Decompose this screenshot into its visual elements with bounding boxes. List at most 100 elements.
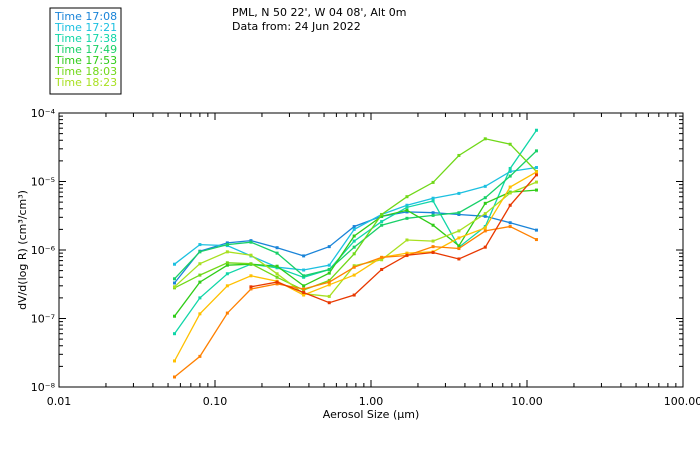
- data-point: [327, 263, 331, 267]
- data-point: [327, 280, 331, 284]
- data-point: [225, 284, 229, 288]
- data-point: [302, 293, 306, 297]
- data-point: [534, 180, 538, 184]
- data-point: [275, 275, 279, 279]
- data-point: [225, 243, 229, 247]
- data-point: [508, 203, 512, 207]
- data-point: [534, 149, 538, 153]
- data-point: [352, 265, 356, 269]
- y-tick-label: 10⁻⁵: [31, 176, 55, 189]
- data-point: [508, 166, 512, 170]
- data-point: [172, 277, 176, 281]
- data-point: [457, 236, 461, 240]
- data-point: [431, 211, 435, 215]
- series-9: [249, 173, 538, 305]
- data-point: [172, 281, 176, 285]
- x-axis-label: Aerosol Size (µm): [323, 408, 420, 421]
- y-tick-label: 10⁻⁷: [31, 313, 55, 326]
- data-point: [483, 245, 487, 249]
- data-point: [457, 191, 461, 195]
- data-point: [380, 220, 384, 224]
- data-point: [352, 234, 356, 238]
- chart-subtitle: Data from: 24 Jun 2022: [232, 20, 361, 33]
- legend-entry: Time 17:08: [54, 10, 117, 23]
- data-point: [172, 314, 176, 318]
- data-point: [198, 312, 202, 316]
- data-point: [225, 272, 229, 276]
- data-point: [198, 273, 202, 277]
- data-point: [352, 227, 356, 231]
- data-point: [405, 205, 409, 209]
- data-point: [172, 285, 176, 289]
- legend-box: [49, 7, 122, 95]
- data-point: [198, 262, 202, 266]
- data-point: [225, 263, 229, 267]
- data-point: [327, 271, 331, 275]
- data-point: [457, 229, 461, 233]
- data-point: [508, 225, 512, 229]
- data-point: [198, 243, 202, 247]
- data-point: [352, 239, 356, 243]
- data-point: [380, 267, 384, 271]
- data-point: [380, 214, 384, 218]
- data-point: [275, 282, 279, 286]
- x-tick-label: 100.00: [664, 395, 700, 408]
- data-point: [380, 258, 384, 262]
- x-tick-label: 0.01: [47, 395, 72, 408]
- legend-entry: Time 17:38: [54, 32, 117, 45]
- data-point: [249, 240, 253, 244]
- data-point: [302, 287, 306, 291]
- data-point: [302, 268, 306, 272]
- data-point: [249, 274, 253, 278]
- axes: 0.01 0.10 1.00 10.00 100.00 10⁻⁸ 10⁻⁷ 10⁻⁶ 10⁻⁵ 1…: [31, 107, 700, 408]
- data-point: [352, 293, 356, 297]
- series-line: [173, 129, 538, 335]
- data-point: [405, 208, 409, 212]
- series-group: [172, 128, 538, 379]
- data-point: [405, 238, 409, 242]
- data-point: [534, 238, 538, 242]
- data-point: [198, 250, 202, 254]
- series-1: [172, 166, 538, 272]
- data-point: [225, 250, 229, 254]
- data-point: [352, 252, 356, 256]
- data-point: [534, 228, 538, 232]
- data-point: [172, 262, 176, 266]
- x-tick-label: 1.00: [359, 395, 384, 408]
- data-point: [275, 266, 279, 270]
- data-point: [249, 262, 253, 266]
- data-point: [275, 246, 279, 250]
- data-point: [302, 274, 306, 278]
- data-point: [327, 301, 331, 305]
- data-point: [302, 284, 306, 288]
- y-tick-label: 10⁻⁴: [31, 107, 56, 120]
- series-line: [174, 150, 537, 280]
- data-point: [405, 203, 409, 207]
- data-point: [431, 199, 435, 203]
- data-point: [457, 244, 461, 248]
- data-point: [198, 354, 202, 358]
- data-point: [249, 285, 253, 289]
- series-3: [172, 149, 538, 281]
- data-point: [483, 212, 487, 216]
- data-point: [508, 174, 512, 178]
- data-point: [302, 290, 306, 294]
- data-point: [483, 201, 487, 205]
- data-point: [198, 296, 202, 300]
- data-point: [431, 239, 435, 243]
- data-point: [172, 359, 176, 363]
- legend-entry: Time 17:53: [54, 54, 117, 67]
- data-point: [483, 184, 487, 188]
- data-point: [508, 221, 512, 225]
- data-point: [534, 188, 538, 192]
- data-point: [431, 250, 435, 254]
- data-point: [534, 173, 538, 177]
- data-point: [327, 294, 331, 298]
- data-point: [327, 245, 331, 249]
- data-point: [508, 169, 512, 173]
- data-point: [275, 264, 279, 268]
- data-point: [327, 267, 331, 271]
- data-point: [275, 280, 279, 284]
- data-point: [275, 251, 279, 255]
- data-point: [327, 278, 331, 282]
